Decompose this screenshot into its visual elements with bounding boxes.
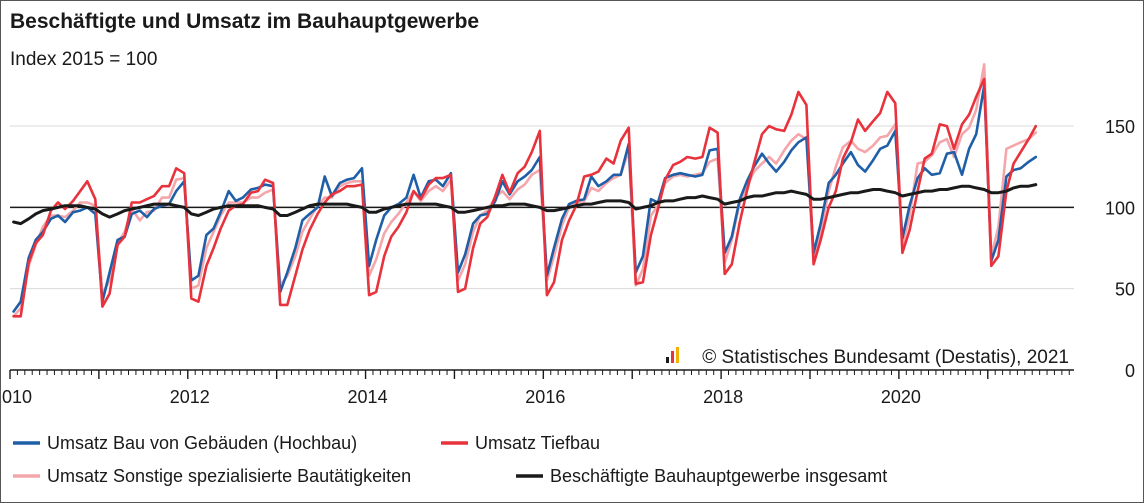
y-tick-label-100: 100 — [1105, 198, 1135, 218]
x-tick-label-2016: 2016 — [525, 387, 565, 407]
x-tick-label-2010: 2010 — [1, 387, 32, 407]
series-line-1 — [12, 77, 1038, 318]
y-tick-label-50: 50 — [1115, 280, 1135, 300]
chart-subtitle: Index 2015 = 100 — [10, 49, 157, 70]
credit-text: © Statistisches Bundesamt (Destatis), 20… — [702, 347, 1069, 368]
y-axis: 0 50 100 150 — [1105, 117, 1135, 381]
y-tick-label-150: 150 — [1105, 117, 1135, 137]
x-axis: 2010 2012 2014 2016 2018 2020 — [1, 369, 1074, 407]
legend-label-3: Beschäftigte Bauhauptgewerbe insgesamt — [550, 466, 887, 486]
legend: Umsatz Bau von Gebäuden (Hochbau) Umsatz … — [13, 433, 887, 486]
legend-label-0: Umsatz Bau von Gebäuden (Hochbau) — [47, 433, 357, 453]
legend-item-2: Umsatz Sonstige spezialisierte Bautätigk… — [13, 466, 411, 486]
legend-label-1: Umsatz Tiefbau — [475, 433, 600, 453]
chart-title: Beschäftigte und Umsatz im Bauhauptgewer… — [10, 10, 479, 33]
x-tick-label-2012: 2012 — [170, 387, 210, 407]
legend-item-1: Umsatz Tiefbau — [441, 433, 600, 453]
series-line-3 — [12, 183, 1038, 226]
legend-item-3: Beschäftigte Bauhauptgewerbe insgesamt — [516, 466, 887, 486]
x-tick-label-2020: 2020 — [881, 387, 921, 407]
x-tick-label-2018: 2018 — [703, 387, 743, 407]
x-tick-label-2014: 2014 — [348, 387, 388, 407]
legend-label-2: Umsatz Sonstige spezialisierte Bautätigk… — [47, 466, 411, 486]
plot-area — [12, 63, 1038, 318]
legend-item-0: Umsatz Bau von Gebäuden (Hochbau) — [13, 433, 357, 453]
y-tick-label-0: 0 — [1125, 361, 1135, 381]
destatis-logo-icon — [666, 347, 679, 363]
